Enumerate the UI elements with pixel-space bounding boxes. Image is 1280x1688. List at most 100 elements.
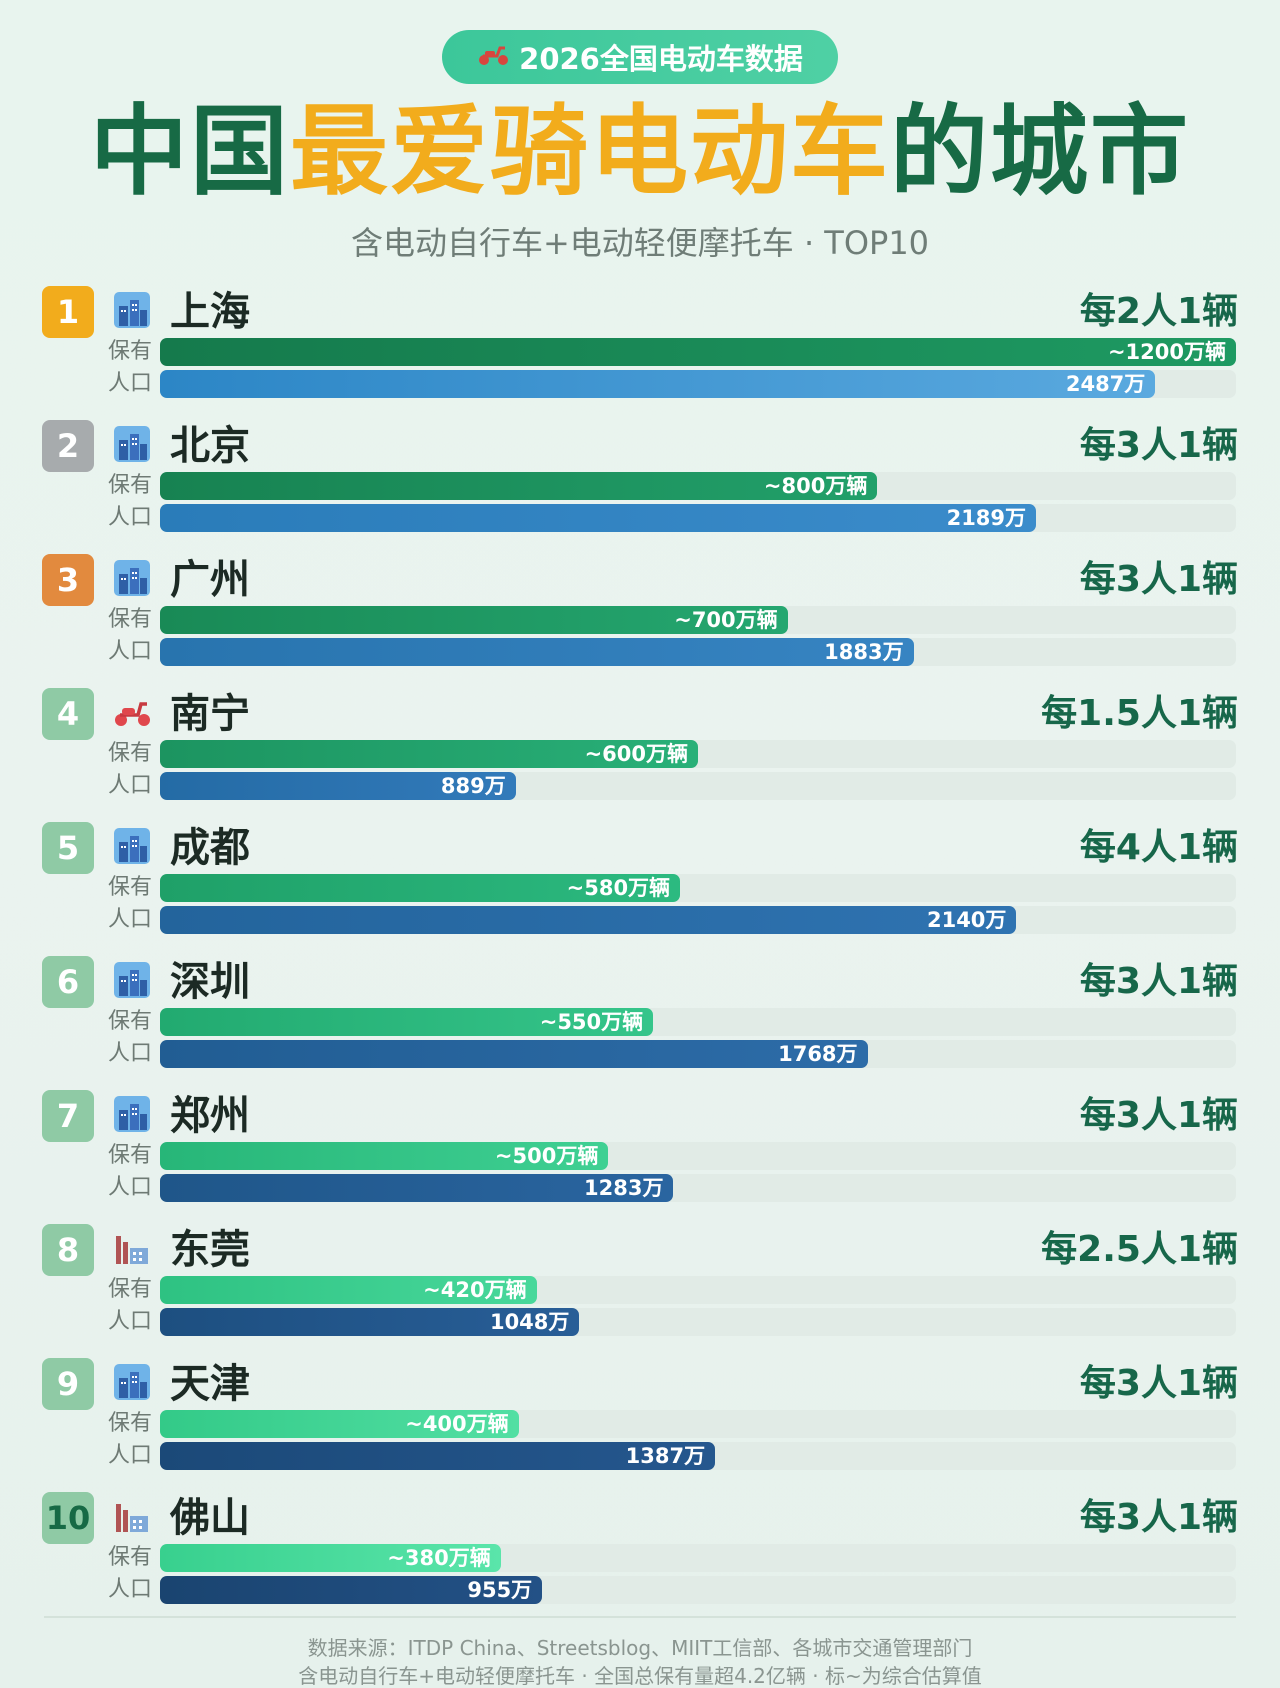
rank-badge: 1 [42,286,94,338]
badge-text: 2026全国电动车数据 [519,42,803,76]
population-bar-track: 1283万 [160,1174,1236,1202]
ownership-label: 保有 [108,875,153,900]
city-name: 成都 [170,825,250,871]
ownership-label: 保有 [108,339,153,364]
population-value-label: 2189万 [946,506,1027,530]
city-row: 8 东莞 每2.5人1辆 保有 ~420万辆 人口 1048万 [0,1214,1280,1348]
title-part-1: 中国 [89,95,290,209]
ownership-label: 保有 [108,1009,153,1034]
city-icon [110,556,154,600]
ratio-label: 每2.5人1辆 [1041,1229,1238,1270]
ratio-label: 每4人1辆 [1079,827,1238,868]
ratio-label: 每3人1辆 [1079,1363,1238,1404]
ownership-bar-track: ~500万辆 [160,1142,1236,1170]
ownership-bar-track: ~580万辆 [160,874,1236,902]
ownership-label: 保有 [108,1411,153,1436]
population-value-label: 1387万 [625,1444,706,1468]
page-subtitle: 含电动自行车+电动轻便摩托车 · TOP10 [350,224,930,262]
city-row: 9 天津 每3人1辆 保有 ~400万辆 人口 1387万 [0,1348,1280,1482]
footer-divider [44,1616,1236,1618]
rank-badge: 7 [42,1090,94,1142]
population-value-label: 2140万 [926,908,1007,932]
population-bar-track: 2140万 [160,906,1236,934]
population-value-label: 1283万 [584,1176,664,1200]
ownership-value-label: ~550万辆 [539,1010,644,1034]
ownership-value-label: ~500万辆 [494,1144,599,1168]
population-bar: 1283万 [160,1174,674,1202]
rank-badge: 6 [42,956,94,1008]
ownership-bar-track: ~380万辆 [160,1544,1236,1572]
city-name: 广州 [170,557,250,603]
ownership-bar: ~700万辆 [160,606,788,634]
factory-icon [110,1226,154,1270]
city-icon [110,958,154,1002]
population-bar-track: 955万 [160,1576,1236,1604]
ratio-label: 每3人1辆 [1079,961,1238,1002]
ownership-value-label: ~580万辆 [566,876,671,900]
ownership-label: 保有 [108,473,153,498]
ownership-value-label: ~420万辆 [423,1278,527,1302]
population-bar-track: 1048万 [160,1308,1236,1336]
ownership-value-label: ~800万辆 [763,474,868,498]
city-name: 郑州 [170,1093,250,1139]
population-value-label: 955万 [467,1578,533,1602]
city-name: 上海 [170,289,250,335]
population-bar-track: 1883万 [160,638,1236,666]
population-label: 人口 [108,773,153,798]
population-value-label: 1048万 [489,1310,570,1334]
rank-badge: 10 [42,1492,94,1544]
ownership-bar: ~800万辆 [160,472,878,500]
city-name: 深圳 [170,959,250,1005]
ownership-bar-track: ~700万辆 [160,606,1236,634]
ownership-value-label: ~700万辆 [674,608,778,632]
ownership-value-label: ~1200万辆 [1107,340,1226,364]
population-bar-track: 1768万 [160,1040,1236,1068]
city-icon [110,1360,154,1404]
population-bar-track: 1387万 [160,1442,1236,1470]
city-name: 北京 [170,423,250,469]
ownership-label: 保有 [108,607,153,632]
ownership-label: 保有 [108,741,153,766]
population-bar-track: 2487万 [160,370,1236,398]
ownership-bar-track: ~1200万辆 [160,338,1236,366]
ownership-bar-track: ~550万辆 [160,1008,1236,1036]
population-value-label: 1768万 [778,1042,858,1066]
scooter-icon [110,690,154,734]
population-label: 人口 [108,1175,153,1200]
city-name: 东莞 [170,1227,250,1273]
ratio-label: 每1.5人1辆 [1041,693,1238,734]
footer-source: 数据来源：ITDP China、Streetsblog、MIIT工信部、各城市交… [307,1636,973,1660]
city-name: 天津 [170,1361,250,1407]
population-label: 人口 [108,371,153,396]
population-label: 人口 [108,907,153,932]
city-name: 南宁 [170,691,250,737]
city-row: 5 成都 每4人1辆保有 ~580万辆人口 2140万 [0,812,1280,946]
ownership-bar-track: ~800万辆 [160,472,1236,500]
population-bar: 2140万 [160,906,1017,934]
ownership-bar-track: ~420万辆 [160,1276,1236,1304]
city-row: 2 北京 每3人1辆 保有 ~800万辆 人口 2189万 [0,410,1280,544]
ownership-label: 保有 [108,1545,153,1570]
page-title: 中国最爱骑电动车的城市 [0,88,1280,216]
population-bar-track: 2189万 [160,504,1236,532]
ratio-label: 每2人1辆 [1079,291,1238,332]
population-label: 人口 [108,505,153,530]
city-icon [110,288,154,332]
population-bar: 2487万 [160,370,1156,398]
ratio-label: 每3人1辆 [1079,1095,1238,1136]
ownership-value-label: ~600万辆 [584,742,688,766]
header-badge: 2026全国电动车数据 [442,30,838,84]
ownership-label: 保有 [108,1143,153,1168]
ownership-value-label: ~400万辆 [405,1412,509,1436]
ratio-label: 每3人1辆 [1079,425,1238,466]
city-row: 7 郑州 每3人1辆保有 ~500万辆人口 1283万 [0,1080,1280,1214]
city-row: 6 深圳 每3人1辆 保有 ~550万辆 人口 1768万 [0,946,1280,1080]
rank-badge: 5 [42,822,94,874]
city-row: 10 佛山 每3人1辆 保有 ~380万辆 人口 955万 [0,1482,1280,1616]
title-part-2: 最爱骑电动车 [289,95,890,209]
ownership-bar: ~500万辆 [160,1142,609,1170]
factory-icon [110,1494,154,1538]
ratio-label: 每3人1辆 [1079,1497,1238,1538]
population-bar: 889万 [160,772,516,800]
population-bar: 2189万 [160,504,1037,532]
